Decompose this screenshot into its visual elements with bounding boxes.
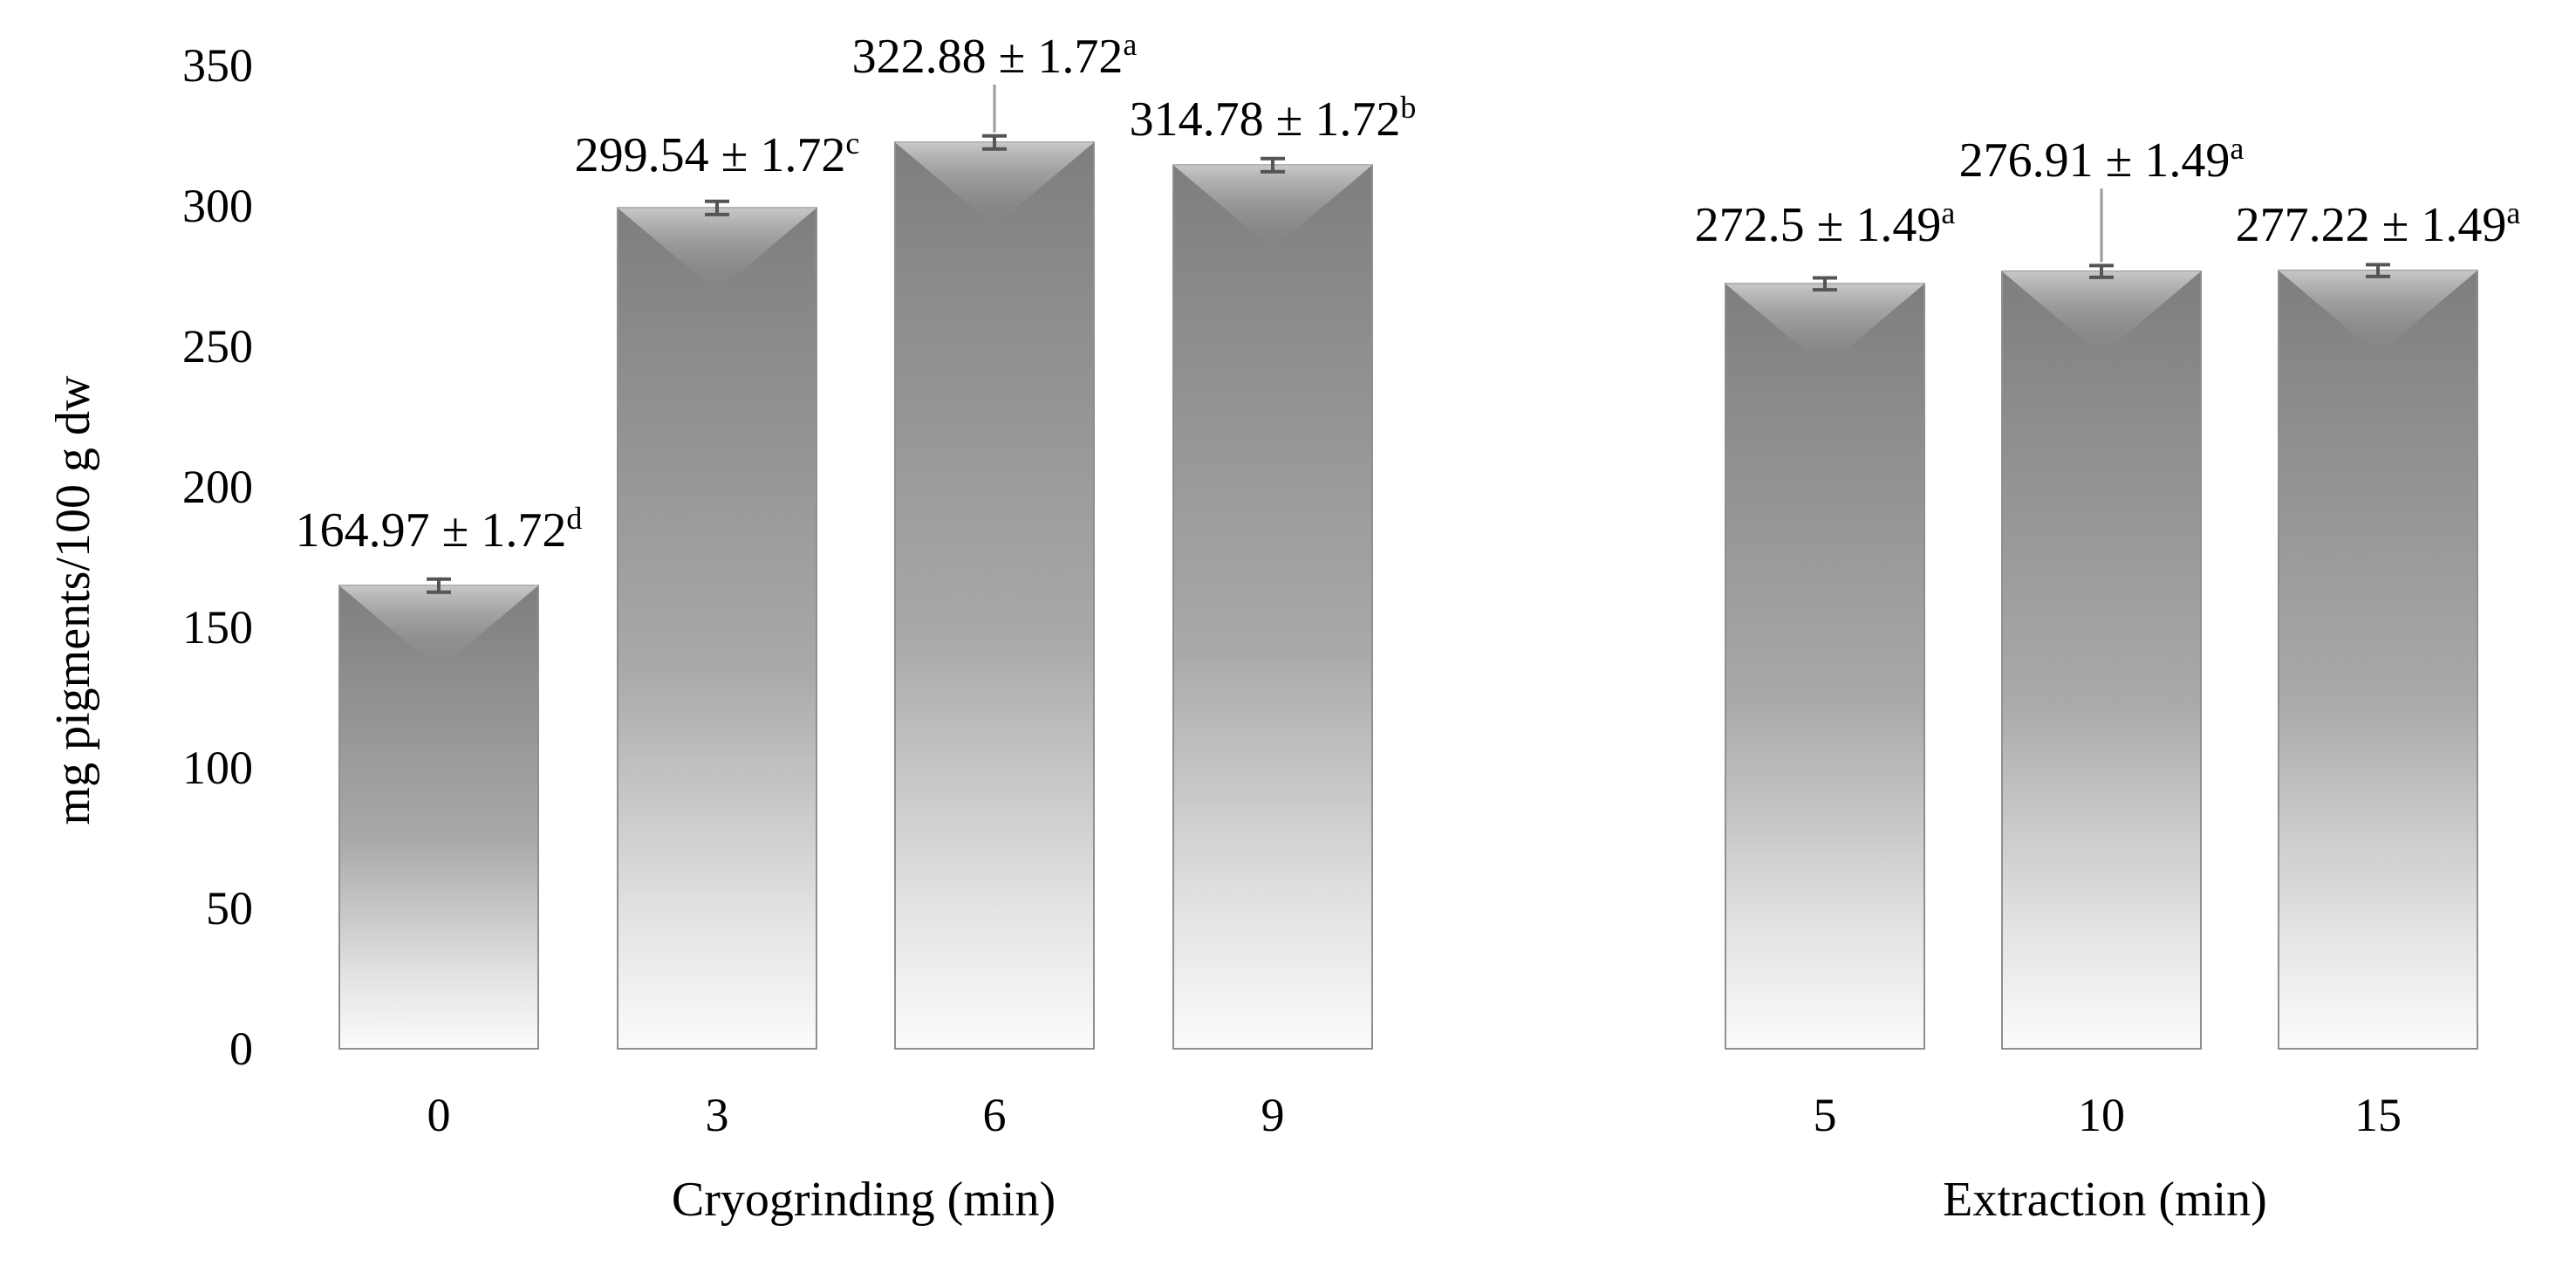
x-tick-label: 3 (706, 1089, 729, 1141)
y-tick-label: 50 (206, 882, 253, 934)
error-bar (2366, 263, 2390, 278)
data-label: 314.78 ± 1.72b (1130, 90, 1417, 147)
y-tick-label: 150 (182, 601, 253, 654)
y-axis-title: mg pigments/100 g dw (46, 375, 100, 825)
bar (1172, 164, 1373, 1050)
x-tick-label: 5 (1814, 1089, 1837, 1141)
x-tick-label: 6 (983, 1089, 1007, 1141)
x-tick-label: 0 (427, 1089, 451, 1141)
x-axis-title-extraction: Extraction (min) (1943, 1173, 2267, 1227)
data-label: 299.54 ± 1.72c (575, 126, 860, 182)
x-axis: 0 3 6 9 5 10 15 (427, 1089, 2402, 1141)
error-bar (2089, 263, 2114, 279)
bar-top-highlight (895, 142, 1094, 227)
data-label: 164.97 ± 1.72d (296, 501, 583, 558)
bar-top-highlight (2002, 271, 2201, 356)
x-tick-label: 9 (1261, 1089, 1285, 1141)
y-tick-label: 200 (182, 461, 253, 513)
x-axis-title-cryogrinding: Cryogrinding (min) (672, 1173, 1056, 1227)
bar (2001, 270, 2202, 1050)
bar (2278, 270, 2478, 1050)
bars (338, 133, 2478, 1050)
y-tick-label: 300 (182, 180, 253, 232)
x-tick-label: 15 (2354, 1089, 2402, 1141)
x-tick-label: 10 (2078, 1089, 2125, 1141)
error-bar (705, 199, 729, 216)
y-axis: 0 50 100 150 200 250 300 350 (182, 39, 253, 1075)
error-bar (1261, 156, 1285, 174)
bar (1725, 283, 1925, 1050)
error-bar (427, 577, 451, 594)
bar (617, 207, 817, 1050)
bar-top-highlight (618, 208, 817, 292)
error-bar (982, 133, 1007, 151)
y-tick-label: 250 (182, 320, 253, 373)
bar-top-highlight (2279, 270, 2477, 355)
y-tick-label: 0 (229, 1023, 253, 1075)
data-label: 276.91 ± 1.49a (1959, 131, 2245, 188)
data-label: 322.88 ± 1.72a (852, 27, 1138, 84)
bar-top-highlight (1173, 165, 1372, 250)
data-label: 277.22 ± 1.49a (2236, 195, 2521, 252)
y-tick-label: 100 (182, 742, 253, 794)
bar-top-highlight (1725, 284, 1924, 368)
error-bar (1813, 276, 1837, 292)
data-labels: 164.97 ± 1.72d 299.54 ± 1.72c 322.88 ± 1.7… (296, 27, 2521, 558)
bar (894, 141, 1095, 1050)
bar-top-highlight (339, 585, 538, 670)
y-tick-label: 350 (182, 39, 253, 92)
data-label: 272.5 ± 1.49a (1695, 195, 1956, 252)
